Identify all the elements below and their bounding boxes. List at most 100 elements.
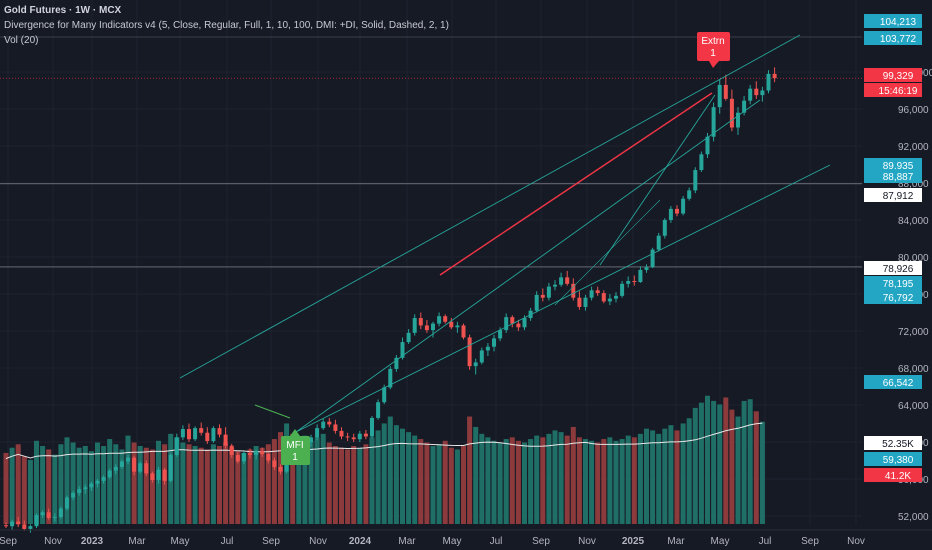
volume-bar — [15, 444, 21, 524]
volume-bar — [558, 432, 564, 524]
candle — [193, 428, 198, 440]
y-tick-label: 80,000 — [898, 253, 929, 264]
volume-bar — [253, 446, 259, 524]
candle — [89, 483, 94, 488]
price-tag — [864, 436, 922, 450]
trendline[interactable] — [295, 164, 831, 433]
candle — [394, 357, 399, 369]
candle — [577, 297, 582, 307]
grid — [0, 0, 862, 525]
candle — [760, 90, 765, 96]
candle — [113, 466, 118, 471]
symbol-title[interactable]: Gold Futures · 1W · MCX — [4, 5, 122, 16]
volume-bar — [284, 423, 290, 524]
price-tag-text: 66,542 — [883, 378, 914, 389]
candle — [650, 249, 655, 268]
volume-bar — [21, 456, 27, 524]
candle — [211, 428, 216, 442]
candle — [46, 512, 51, 518]
price-tag — [864, 290, 922, 304]
volume-bar — [552, 430, 558, 524]
mfi-label[interactable]: MFI 1 — [281, 429, 310, 465]
volume-bar — [259, 447, 265, 524]
volume-bar — [180, 442, 186, 524]
volume-bar — [3, 452, 9, 524]
candle — [546, 286, 551, 298]
volume-bar — [503, 439, 509, 524]
volume-bar — [9, 447, 15, 524]
volume-bar — [314, 437, 320, 524]
extrn-label-text: Extrn — [701, 36, 724, 47]
volume-bar — [674, 430, 680, 524]
candle — [327, 421, 332, 425]
x-tick-label: Sep — [801, 536, 819, 547]
extrn-label[interactable]: Extrn 1 — [697, 32, 730, 68]
candle — [583, 297, 588, 307]
volume-bar — [296, 437, 302, 524]
indicator-legend[interactable]: Divergence for Many Indicators v4 (5, Cl… — [4, 20, 449, 31]
volume-bar — [564, 435, 570, 524]
volume-bar — [430, 446, 436, 524]
volume-bar — [192, 446, 198, 524]
volume-bar — [363, 444, 369, 524]
candle — [607, 298, 612, 302]
x-tick-label: Jul — [759, 536, 772, 547]
candle — [357, 433, 362, 440]
price-tag — [864, 452, 922, 466]
x-tick-label: Sep — [0, 536, 17, 547]
price-tag — [864, 261, 922, 275]
price-tag — [864, 14, 922, 28]
trendlines[interactable] — [179, 34, 831, 433]
price-tag-text: 78,926 — [883, 264, 914, 275]
candle — [418, 318, 423, 326]
candle — [717, 84, 722, 108]
volume-bar — [174, 437, 180, 524]
volume-bar — [448, 447, 454, 524]
volume-bar — [698, 402, 704, 524]
volume-bar — [241, 452, 247, 524]
candle — [449, 321, 454, 328]
trendline[interactable] — [295, 99, 761, 433]
candle — [412, 318, 417, 333]
volume-bar — [27, 459, 33, 524]
volume-bar — [381, 423, 387, 524]
candle — [534, 294, 539, 311]
volume-bar — [723, 397, 729, 524]
volume-bar — [717, 404, 723, 524]
x-tick-label: Nov — [847, 536, 865, 547]
volume-bar — [595, 442, 601, 524]
trendline[interactable] — [439, 92, 713, 276]
volume-bar — [351, 446, 357, 524]
trendline[interactable] — [254, 404, 291, 419]
trendline[interactable] — [554, 199, 661, 306]
candle — [107, 470, 112, 478]
volume-bar — [759, 421, 765, 524]
candle — [199, 428, 204, 433]
candle — [687, 190, 692, 199]
price-tag — [864, 83, 922, 97]
candle — [388, 368, 393, 388]
volume-bar — [101, 446, 107, 524]
candle — [711, 107, 716, 137]
volume-bar — [76, 447, 82, 524]
volume-bar — [491, 440, 497, 524]
y-tick-label: 88,000 — [898, 179, 929, 190]
volume-bar — [528, 439, 534, 524]
y-tick-label: 52,000 — [898, 512, 929, 523]
candle — [229, 445, 234, 455]
candle — [248, 453, 252, 455]
volume-bar — [265, 444, 271, 524]
candle — [95, 480, 100, 484]
volume-legend[interactable]: Vol (20) — [4, 35, 39, 46]
candle — [101, 477, 106, 481]
price-tag — [864, 188, 922, 202]
candle — [138, 463, 143, 472]
trendline[interactable] — [179, 34, 801, 379]
x-tick-label: Nov — [309, 536, 327, 547]
candle — [461, 325, 466, 338]
x-tick-label: 2025 — [622, 536, 645, 547]
x-tick-label: Nov — [578, 536, 596, 547]
x-tick-label: Jul — [221, 536, 234, 547]
trendline[interactable] — [599, 94, 716, 266]
